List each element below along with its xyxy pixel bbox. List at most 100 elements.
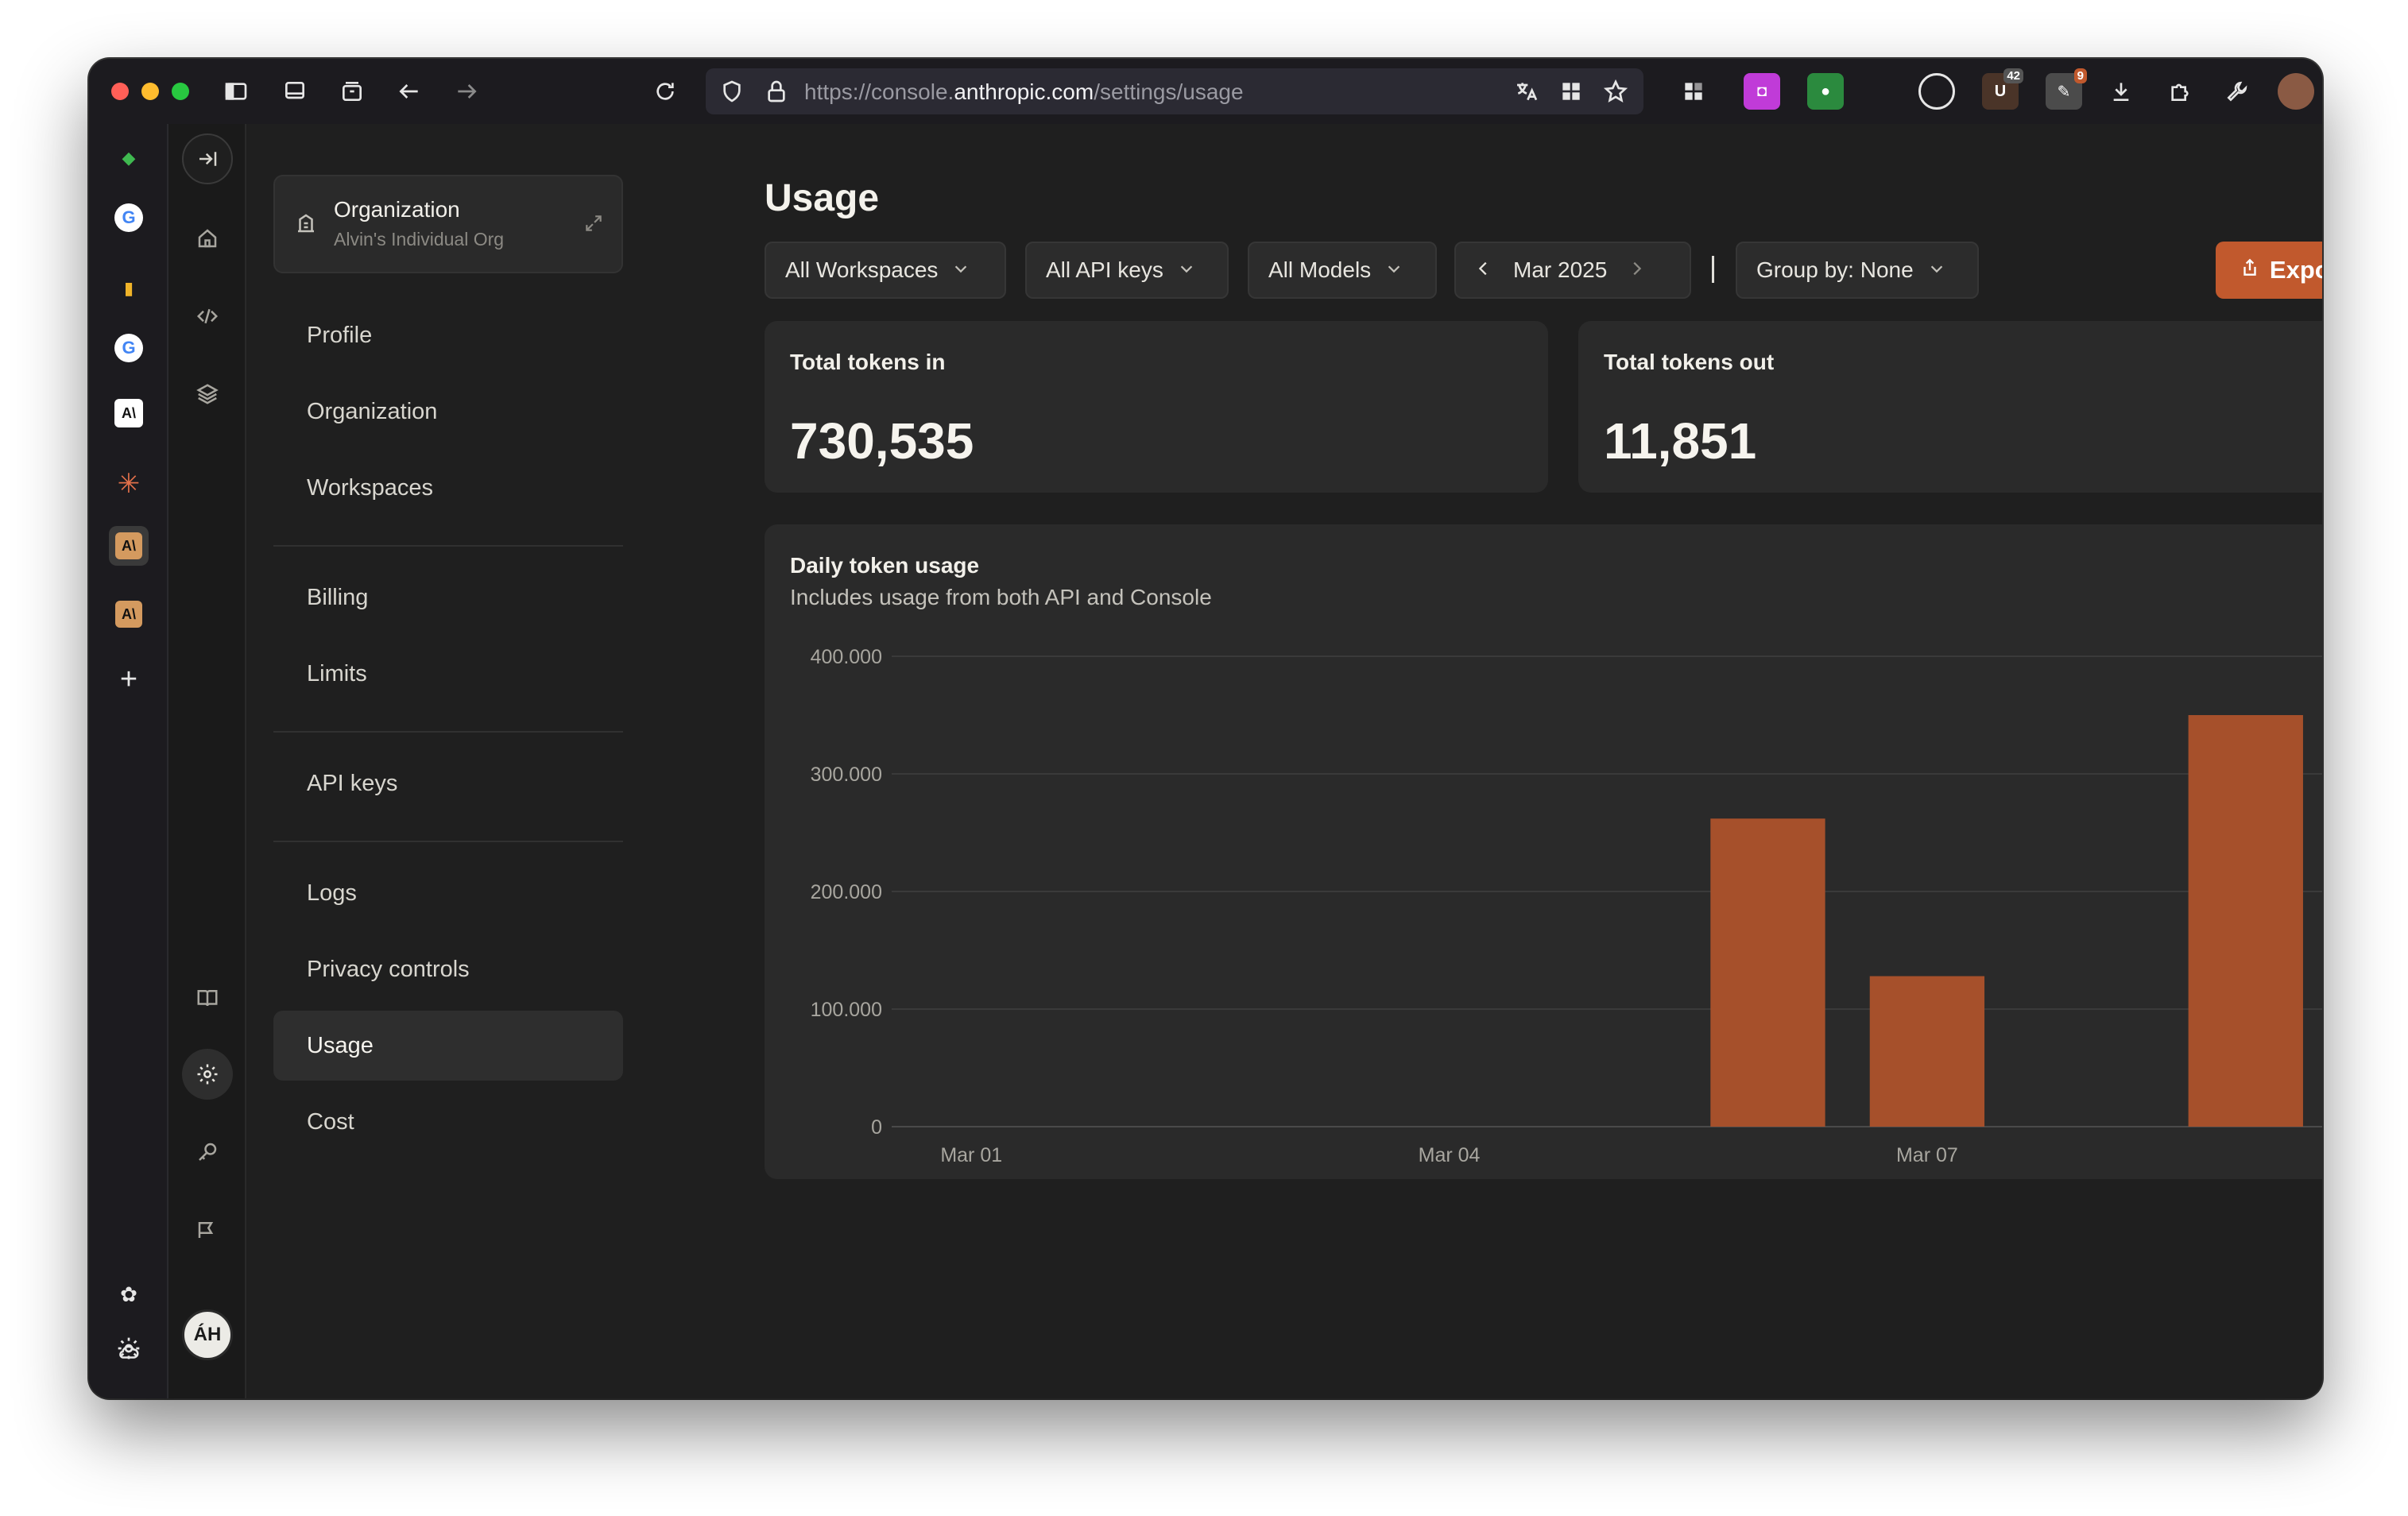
tab-groups-icon[interactable]: [334, 73, 370, 110]
avatar[interactable]: ÁH: [182, 1309, 233, 1360]
export-button[interactable]: Export: [2216, 242, 2322, 299]
anthropic-app-icon[interactable]: A\: [114, 399, 143, 427]
group-by-dropdown[interactable]: Group by: None: [1736, 242, 1979, 299]
y-tick-label: 200.000: [811, 881, 882, 903]
sidebar-item-limits[interactable]: Limits: [307, 660, 367, 686]
bookmark-star-icon[interactable]: [1597, 73, 1634, 110]
minimize-window-button[interactable]: [141, 83, 159, 100]
chart-subtitle: Includes usage from both API and Console: [790, 585, 1212, 609]
sidebar-toggle-icon[interactable]: [218, 73, 254, 110]
month-label: Mar 2025: [1513, 257, 1608, 282]
anthropic-app-icon-2[interactable]: A\: [109, 594, 149, 634]
month-selector[interactable]: Mar 2025: [1454, 242, 1691, 299]
api-keys-dropdown[interactable]: All API keys: [1025, 242, 1229, 299]
bar: [2188, 715, 2303, 1127]
extension-badge-count: 9: [2073, 68, 2087, 83]
bar: [1710, 818, 1825, 1127]
y-tick-label: 400.000: [811, 646, 882, 668]
sidebar-item-cost[interactable]: Cost: [307, 1108, 354, 1135]
sidebar-item-profile[interactable]: Profile: [307, 322, 373, 348]
x-tick-label: Mar 01: [940, 1144, 1002, 1166]
collapse-sidebar-icon[interactable]: [182, 133, 233, 184]
workspaces-dropdown-label: All Workspaces: [785, 257, 939, 282]
chevron-left-icon[interactable]: [1475, 257, 1492, 283]
zoom-window-button[interactable]: [172, 83, 189, 100]
extension-purple-icon[interactable]: ◘: [1744, 73, 1780, 110]
export-label: Export: [2269, 256, 2322, 284]
cloud-icon[interactable]: [109, 1332, 149, 1371]
profile-avatar-icon[interactable]: [2278, 73, 2314, 110]
stat-card-tokens-in: Total tokens in 730,535: [765, 321, 1548, 493]
claude-app-icon[interactable]: ✳: [117, 469, 141, 499]
browser-settings-gear-icon[interactable]: [109, 1328, 149, 1368]
expand-icon: [583, 213, 604, 238]
org-subtitle: Alvin's Individual Org: [334, 229, 505, 249]
close-window-button[interactable]: [111, 83, 129, 100]
x-tick-label: Mar 04: [1419, 1144, 1481, 1166]
export-icon: [2240, 256, 2260, 284]
key-icon[interactable]: [182, 1127, 233, 1178]
sidebar-item-organization[interactable]: Organization: [307, 398, 438, 424]
space-invader-app-icon[interactable]: ◆: [122, 148, 136, 168]
chevron-down-icon: [952, 257, 970, 283]
extension-ublock-icon[interactable]: U 42: [1982, 68, 2023, 110]
extension-notes-icon[interactable]: ✎ 9: [2046, 68, 2087, 110]
stat-label: Total tokens in: [790, 350, 946, 374]
shield-icon[interactable]: [714, 73, 750, 110]
layers-icon[interactable]: [182, 369, 233, 420]
translate-icon[interactable]: [1508, 73, 1545, 110]
docs-book-icon[interactable]: [182, 973, 233, 1023]
sidebar-divider: [273, 841, 623, 842]
address-bar[interactable]: https://console.anthropic.com/settings/u…: [706, 68, 1643, 114]
settings-sidebar: Organization Alvin's Individual Org Prof…: [246, 124, 676, 1398]
filter-separator: [1712, 256, 1714, 283]
url-text[interactable]: https://console.anthropic.com/settings/u…: [804, 79, 1244, 105]
openai-app-icon[interactable]: ✿: [120, 1282, 137, 1306]
x-tick-label: Mar 07: [1896, 1144, 1958, 1166]
url-path: /settings/usage: [1094, 79, 1244, 104]
y-tick-label: 0: [871, 1116, 882, 1139]
workspaces-dropdown[interactable]: All Workspaces: [765, 242, 1006, 299]
group-by-label: Group by: None: [1756, 257, 1914, 282]
models-dropdown[interactable]: All Models: [1248, 242, 1437, 299]
bar: [1869, 976, 1985, 1127]
sidebar-item-api-keys[interactable]: API keys: [307, 770, 398, 796]
daily-token-usage-card: Daily token usage Includes usage from bo…: [765, 524, 2322, 1179]
beer-app-icon[interactable]: ▮: [123, 278, 134, 298]
tabs-overview-icon[interactable]: [277, 73, 313, 110]
organization-switcher[interactable]: Organization Alvin's Individual Org: [273, 175, 623, 273]
google-app-icon-2[interactable]: G: [114, 334, 143, 362]
sidebar-item-logs[interactable]: Logs: [307, 880, 357, 906]
sidebar-item-workspaces[interactable]: Workspaces: [307, 474, 434, 501]
home-icon[interactable]: [182, 213, 233, 264]
extensions-grid-icon[interactable]: [1675, 73, 1712, 110]
extension-password-icon[interactable]: [1918, 73, 1955, 110]
sidebar-item-billing[interactable]: Billing: [307, 584, 369, 610]
window-controls: [111, 83, 189, 100]
sidebar-divider: [273, 731, 623, 733]
apps-grid-icon[interactable]: [1553, 73, 1589, 110]
back-arrow-icon[interactable]: [391, 73, 428, 110]
anthropic-console-app-icon[interactable]: A\: [109, 526, 149, 566]
reload-icon[interactable]: [647, 73, 683, 110]
code-icon[interactable]: [182, 291, 233, 342]
url-host: anthropic.com: [954, 79, 1094, 104]
download-icon[interactable]: [2103, 73, 2139, 110]
chevron-down-icon: [1928, 257, 1945, 283]
y-tick-label: 100.000: [811, 999, 882, 1021]
forward-arrow-icon[interactable]: [448, 73, 485, 110]
feedback-flag-icon[interactable]: [182, 1205, 233, 1255]
browser-window: https://console.anthropic.com/settings/u…: [89, 59, 2322, 1398]
extensions-puzzle-icon[interactable]: [2162, 73, 2198, 110]
wrench-icon[interactable]: [2219, 73, 2255, 110]
chevron-right-icon[interactable]: [1628, 257, 1645, 283]
sidebar-item-usage[interactable]: Usage: [273, 1011, 623, 1081]
extension-green-icon[interactable]: ●: [1807, 73, 1844, 110]
settings-gear-icon[interactable]: [182, 1049, 233, 1100]
lock-icon[interactable]: [758, 73, 795, 110]
stat-value: 730,535: [790, 412, 974, 470]
add-app-icon[interactable]: +: [119, 662, 138, 696]
org-title: Organization: [334, 197, 460, 222]
google-app-icon[interactable]: G: [114, 203, 143, 232]
sidebar-item-privacy-controls[interactable]: Privacy controls: [307, 956, 470, 982]
